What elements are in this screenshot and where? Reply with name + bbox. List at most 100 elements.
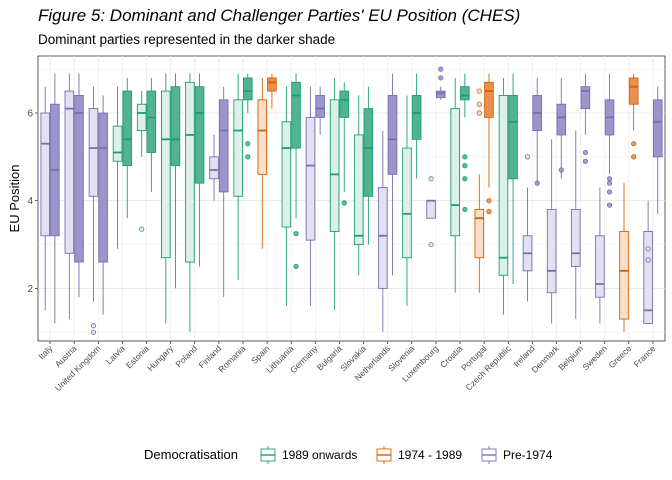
dominant-box: [628, 77, 639, 105]
dominant-box: [315, 95, 325, 118]
challenger-outlier: [476, 110, 482, 116]
challenger-box: [595, 235, 605, 298]
challenger-outlier: [645, 257, 651, 263]
challenger-outlier: [428, 176, 434, 182]
dominant-outlier: [462, 206, 468, 213]
dominant-outlier: [462, 163, 468, 169]
challenger-box: [257, 99, 268, 175]
dominant-box: [170, 86, 181, 167]
challenger-box: [305, 116, 316, 241]
y-tick-label: 2: [27, 284, 33, 295]
dominant-box: [218, 99, 229, 193]
dominant-box: [508, 95, 518, 180]
dominant-box: [484, 81, 494, 118]
dominant-box: [98, 112, 108, 263]
dominant-outlier: [606, 202, 613, 208]
chart-subtitle: Dominant parties represented in the dark…: [38, 32, 336, 47]
dominant-outlier: [293, 230, 299, 237]
challenger-box: [474, 209, 485, 259]
dominant-box: [460, 86, 470, 101]
dominant-outlier: [245, 154, 251, 160]
y-tick-label: 4: [27, 196, 33, 207]
plot-panel: [37, 55, 666, 342]
challenger-box: [426, 200, 436, 219]
challenger-box: [643, 230, 653, 324]
challenger-box: [353, 134, 364, 245]
legend-label: 1989 onwards: [282, 448, 357, 462]
dominant-outlier: [341, 200, 347, 206]
x-tick-label: Belgium: [556, 343, 585, 372]
x-tick-label: Greece: [606, 343, 633, 370]
x-tick-label: Sweden: [580, 343, 609, 372]
x-tick-label: Italy: [36, 343, 55, 362]
challenger-box: [498, 95, 509, 276]
y-tick-label: 6: [27, 109, 33, 120]
dominant-outlier: [438, 75, 444, 81]
dominant-box: [267, 77, 277, 92]
challenger-box: [161, 90, 171, 259]
challenger-outlier: [428, 241, 434, 248]
challenger-outlier: [90, 323, 97, 329]
dominant-outlier: [582, 158, 589, 164]
dominant-box: [146, 90, 157, 153]
challenger-box: [185, 81, 195, 263]
dominant-box: [243, 77, 253, 101]
challenger-box: [450, 108, 460, 237]
dominant-outlier: [631, 141, 637, 147]
dominant-outlier: [486, 209, 492, 215]
challenger-box: [281, 121, 292, 228]
dominant-outlier: [606, 180, 613, 186]
dominant-outlier: [438, 66, 444, 72]
legend-title: Democratisation: [144, 447, 238, 462]
dominant-box: [194, 86, 205, 184]
x-tick-label: Denmark: [529, 343, 561, 375]
challenger-box: [209, 156, 219, 180]
challenger-outlier: [476, 101, 482, 107]
dominant-outlier: [486, 198, 492, 204]
dominant-box: [291, 81, 301, 149]
challenger-box: [136, 103, 147, 131]
challenger-box: [112, 125, 123, 162]
challenger-box: [378, 187, 388, 289]
challenger-box: [570, 209, 581, 267]
challenger-box: [40, 112, 51, 237]
x-tick-label: Poland: [173, 343, 199, 369]
challenger-box: [402, 147, 412, 259]
dominant-box: [122, 90, 133, 167]
dominant-outlier: [606, 189, 613, 195]
dominant-box: [556, 103, 567, 136]
dominant-box: [74, 95, 84, 263]
challenger-box: [64, 90, 75, 254]
dominant-outlier: [293, 263, 299, 270]
challenger-outlier: [139, 226, 145, 232]
dominant-outlier: [245, 141, 251, 147]
y-axis-title: EU Position: [7, 165, 22, 233]
legend-label: Pre-1974: [503, 448, 553, 462]
challenger-outlier: [645, 246, 651, 252]
dominant-outlier: [631, 154, 637, 160]
challenger-outlier: [476, 88, 482, 94]
dominant-outlier: [462, 154, 468, 160]
dominant-box: [580, 86, 591, 110]
challenger-box: [233, 99, 243, 197]
challenger-box: [329, 99, 340, 232]
dominant-outlier: [606, 176, 613, 182]
challenger-outlier: [90, 329, 97, 335]
dominant-box: [363, 108, 374, 197]
challenger-box: [546, 209, 557, 294]
challenger-outlier: [524, 154, 531, 160]
dominant-box: [339, 90, 350, 118]
dominant-box: [411, 95, 422, 140]
x-tick-label: Romania: [216, 343, 247, 374]
x-tick-label: Hungary: [145, 343, 175, 373]
dominant-box: [652, 99, 663, 158]
chart-title: Figure 5: Dominant and Challenger Partie…: [38, 6, 521, 25]
x-tick-label: France: [632, 343, 658, 369]
dominant-outlier: [462, 176, 468, 182]
dominant-outlier: [534, 180, 540, 186]
challenger-box: [88, 108, 99, 197]
challenger-box: [619, 230, 629, 320]
dominant-outlier: [582, 149, 589, 156]
